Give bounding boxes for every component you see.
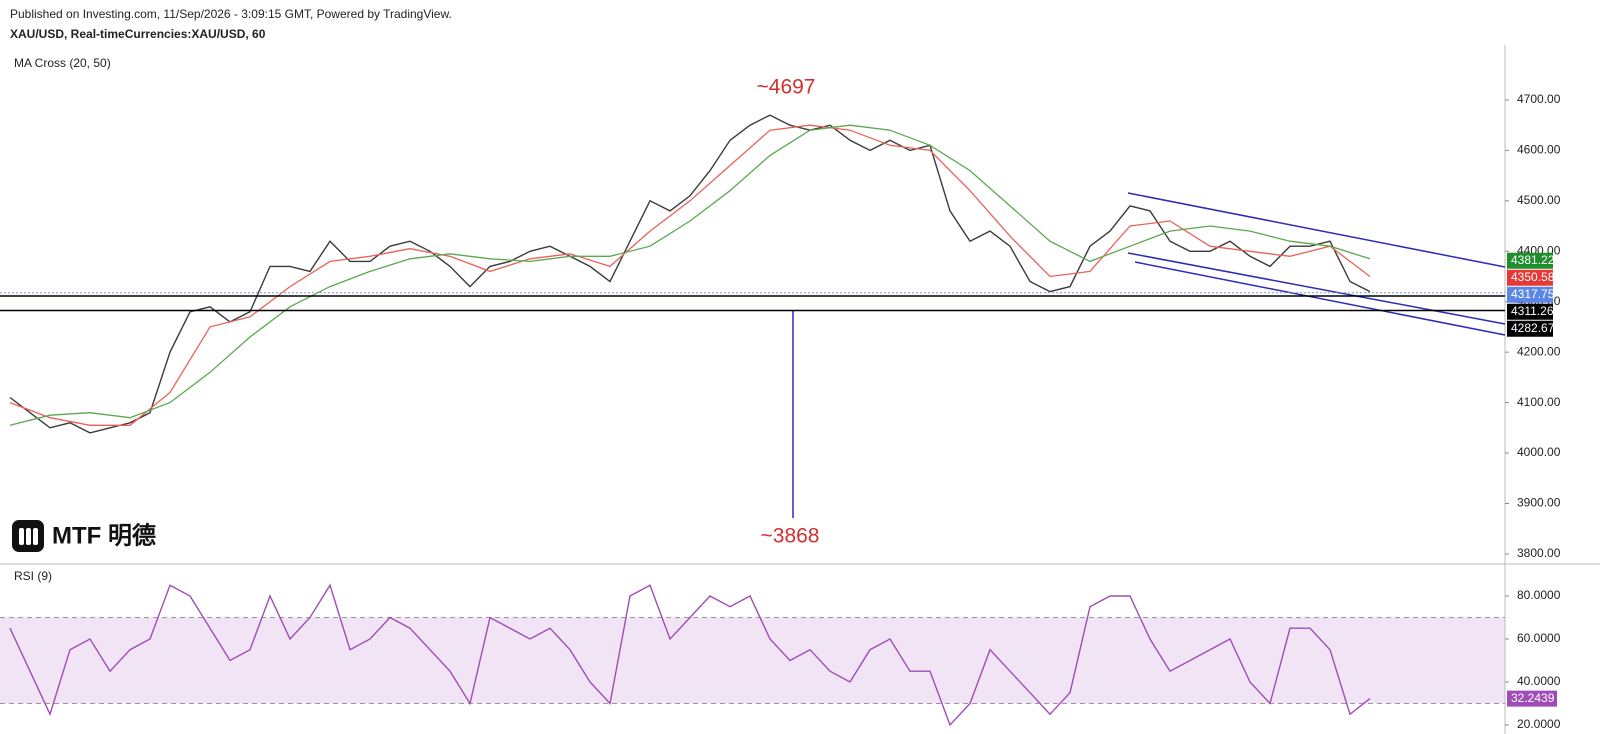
y-tick-label: 20.0000 [1517,717,1561,731]
y-tick-label: 3800.00 [1517,546,1561,560]
last-value-badge [1507,690,1557,707]
price-line [9,583,1371,727]
logo-text: MTF 明德 [52,521,156,549]
symbol: XAU/USD, Real-timeCurrencies:XAU/USD, 60 [10,27,266,41]
y-tick-label: 40.0000 [1517,674,1561,688]
indicator-label: MA Cross (20, 50) [14,56,111,70]
price-badge-label: 4317.75 [1511,287,1555,301]
price-badge-label: 4381.22 [1511,253,1555,267]
indicator-label: RSI (9) [14,569,52,583]
logo: MTF 明德 [12,520,156,552]
y-tick-label: 60.0000 [1517,631,1561,645]
annotation: ~4697 [757,76,816,99]
y-tick-label: 4500.00 [1517,193,1561,207]
price-badge-label: 4282.67 [1511,321,1555,335]
published-note: Published on Investing.com, 11/Sep/2026 … [10,7,452,21]
y-tick-label: 4700.00 [1517,92,1561,106]
price-line [9,124,1371,426]
y-tick-label: 80.0000 [1517,588,1561,602]
trend-lines [792,192,1506,518]
price-badge-label: 4311.26 [1511,304,1554,318]
price-badge [1507,269,1553,286]
rsi-band [0,617,1505,704]
price-badge [1507,286,1553,303]
price-line [9,114,1371,434]
price-badge [1507,252,1553,269]
price-badge [1507,320,1553,337]
annotation: ~3868 [761,525,820,548]
y-tick-label: 4200.00 [1517,344,1561,358]
y-tick-label: 3900.00 [1517,496,1561,510]
last-value-label: 32.2439 [1511,691,1555,705]
y-tick-label: 4100.00 [1517,395,1561,409]
price-line [9,124,1371,426]
overlay: 4700.004600.004500.004400.004300.004200.… [0,92,1561,731]
y-tick-label: 4000.00 [1517,445,1561,459]
y-tick-label: 4600.00 [1517,143,1561,157]
price-badge-label: 4350.58 [1511,270,1555,284]
price-badge [1507,303,1553,320]
